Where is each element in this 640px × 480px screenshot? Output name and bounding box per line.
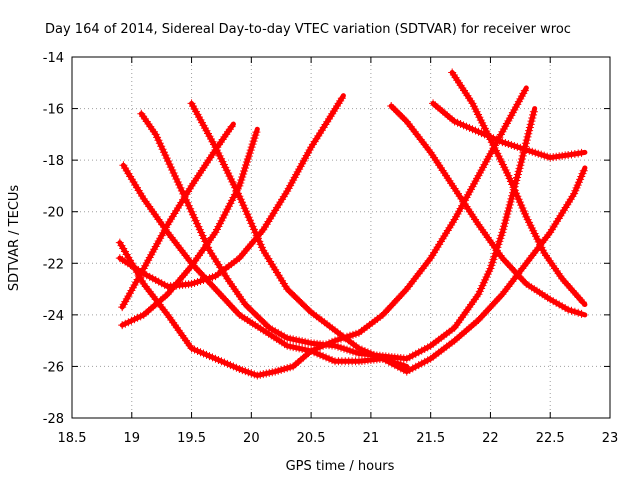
data-point-marker <box>520 86 529 95</box>
x-tick-label: 19 <box>124 431 141 446</box>
data-point-marker <box>574 308 583 317</box>
x-tick-label: 20.5 <box>297 431 326 446</box>
y-tick-label: -18 <box>43 154 64 169</box>
series-track-4 <box>137 106 538 363</box>
y-tick-label: -20 <box>43 206 64 221</box>
data-point-marker <box>574 149 583 158</box>
x-tick-label: 23 <box>602 431 619 446</box>
data-point-marker <box>227 122 236 131</box>
data-point-marker <box>570 307 579 316</box>
series-track-3 <box>115 93 346 291</box>
series-track-8 <box>387 101 588 318</box>
data-point-marker <box>399 361 408 370</box>
series-track-5 <box>118 121 236 312</box>
x-tick-label: 22.5 <box>536 431 565 446</box>
x-tick-label: 19.5 <box>177 431 206 446</box>
data-point-marker <box>529 107 538 116</box>
y-tick-label: -24 <box>43 309 64 324</box>
data-point-marker <box>567 150 576 159</box>
data-point-marker <box>564 150 573 159</box>
y-tick-label: -28 <box>43 412 64 427</box>
series-track-6 <box>118 126 261 330</box>
x-tick-label: 20 <box>243 431 260 446</box>
series-track-1 <box>119 161 588 376</box>
data-point-marker <box>564 305 573 314</box>
data-point-marker <box>577 309 586 318</box>
y-tick-label: -22 <box>43 257 64 272</box>
x-tick-label: 22 <box>482 431 499 446</box>
y-tick-label: -14 <box>43 51 64 66</box>
plot-frame <box>71 56 611 419</box>
axis-ticks: 18.5 19 19.5 20 20.5 21 21.5 22 22.5 23 -28 -26 -24 -… <box>43 51 619 446</box>
series-track-9 <box>429 99 588 162</box>
series-track-10 <box>448 68 588 308</box>
data-point-marker <box>252 128 261 137</box>
data-point-marker <box>577 148 586 157</box>
chart-title: Day 164 of 2014, Sidereal Day-to-day VTE… <box>45 22 571 37</box>
x-axis-label: GPS time / hours <box>286 459 395 474</box>
x-tick-label: 21.5 <box>416 431 445 446</box>
data-point-marker <box>570 149 579 158</box>
data-series <box>115 68 588 380</box>
y-tick-label: -16 <box>43 103 64 118</box>
data-point-marker <box>567 306 576 315</box>
data-point-marker <box>337 94 346 103</box>
x-tick-label: 21 <box>363 431 380 446</box>
y-axis-label: SDTVAR / TECUs <box>7 185 22 292</box>
data-point-marker <box>578 298 587 307</box>
series-track-7 <box>187 99 410 370</box>
y-tick-label: -26 <box>43 360 64 375</box>
grid-lines <box>72 57 610 418</box>
x-tick-label: 18.5 <box>58 431 87 446</box>
data-point-marker <box>579 166 588 175</box>
